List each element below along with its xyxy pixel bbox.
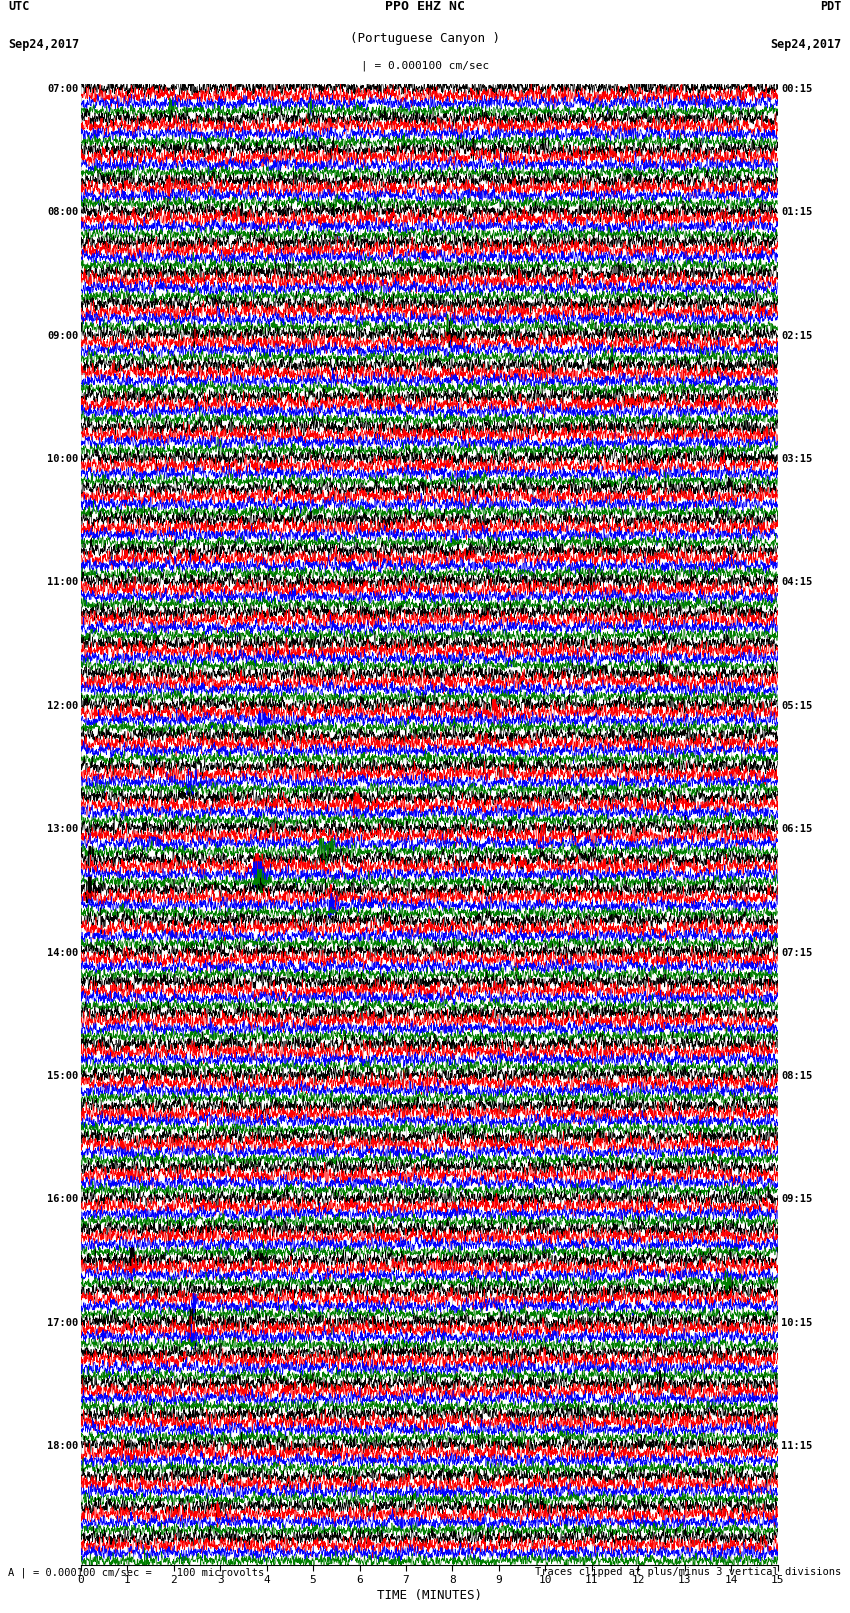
Text: | = 0.000100 cm/sec: | = 0.000100 cm/sec bbox=[361, 60, 489, 71]
Text: 03:15: 03:15 bbox=[781, 455, 813, 465]
Text: 01:15: 01:15 bbox=[781, 206, 813, 218]
Text: Traces clipped at plus/minus 3 vertical divisions: Traces clipped at plus/minus 3 vertical … bbox=[536, 1568, 842, 1578]
Text: PDT: PDT bbox=[820, 0, 842, 13]
Text: 11:00: 11:00 bbox=[47, 577, 78, 587]
Text: 14:00: 14:00 bbox=[47, 948, 78, 958]
Text: 15:00: 15:00 bbox=[47, 1071, 78, 1081]
Text: 00:15: 00:15 bbox=[781, 84, 813, 94]
Text: 07:00: 07:00 bbox=[47, 84, 78, 94]
Text: 08:15: 08:15 bbox=[781, 1071, 813, 1081]
Text: 10:15: 10:15 bbox=[781, 1318, 813, 1327]
Text: 07:15: 07:15 bbox=[781, 948, 813, 958]
Text: Sep24,2017: Sep24,2017 bbox=[770, 37, 842, 50]
Text: 17:00: 17:00 bbox=[47, 1318, 78, 1327]
Text: 18:00: 18:00 bbox=[47, 1442, 78, 1452]
Text: 16:00: 16:00 bbox=[47, 1194, 78, 1205]
Text: UTC: UTC bbox=[8, 0, 30, 13]
Text: 02:15: 02:15 bbox=[781, 331, 813, 340]
Text: Sep24,2017: Sep24,2017 bbox=[8, 37, 80, 50]
Text: 11:15: 11:15 bbox=[781, 1442, 813, 1452]
Text: 09:00: 09:00 bbox=[47, 331, 78, 340]
Text: 05:15: 05:15 bbox=[781, 702, 813, 711]
Text: 09:15: 09:15 bbox=[781, 1194, 813, 1205]
Text: 06:15: 06:15 bbox=[781, 824, 813, 834]
Text: 10:00: 10:00 bbox=[47, 455, 78, 465]
Text: A | = 0.000100 cm/sec =    100 microvolts: A | = 0.000100 cm/sec = 100 microvolts bbox=[8, 1568, 264, 1578]
Text: PPO EHZ NC: PPO EHZ NC bbox=[385, 0, 465, 13]
Text: 12:00: 12:00 bbox=[47, 702, 78, 711]
Text: 04:15: 04:15 bbox=[781, 577, 813, 587]
X-axis label: TIME (MINUTES): TIME (MINUTES) bbox=[377, 1589, 482, 1602]
Text: 13:00: 13:00 bbox=[47, 824, 78, 834]
Text: (Portuguese Canyon ): (Portuguese Canyon ) bbox=[350, 32, 500, 45]
Text: 08:00: 08:00 bbox=[47, 206, 78, 218]
